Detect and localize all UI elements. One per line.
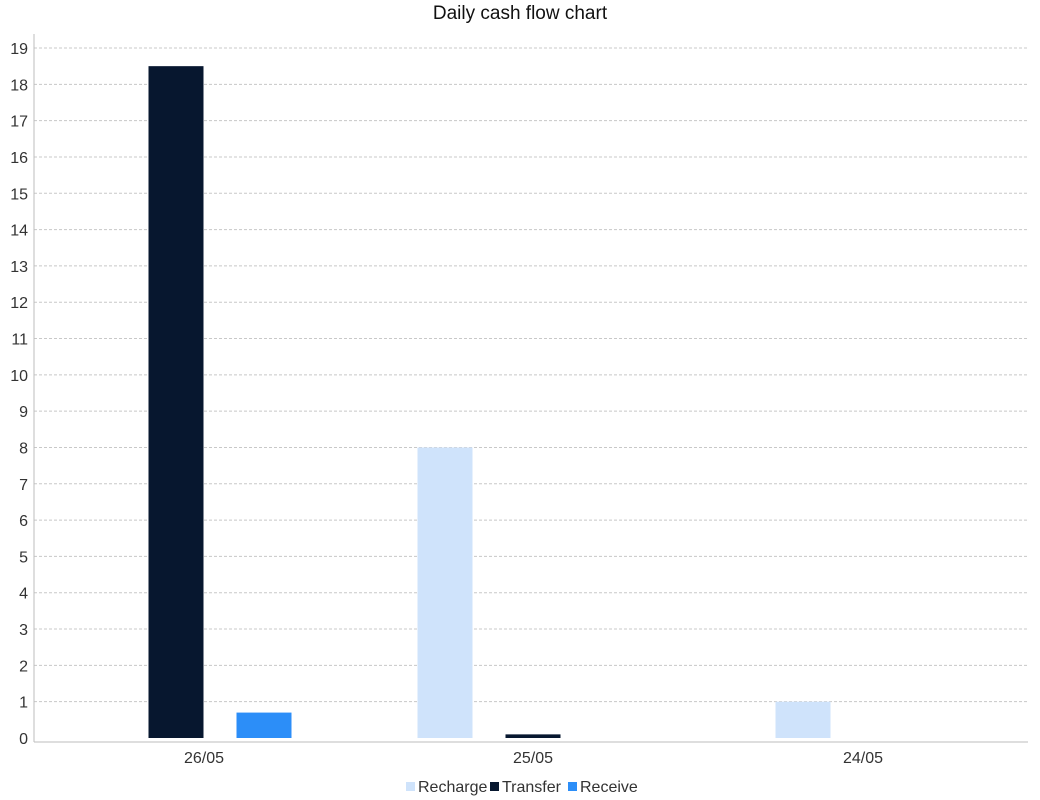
y-tick-label: 8 xyxy=(19,440,28,457)
legend-item-receive: Receive xyxy=(568,779,638,796)
y-tick-label: 12 xyxy=(10,295,28,312)
y-tick-label: 4 xyxy=(19,586,28,603)
y-tick-label: 7 xyxy=(19,477,28,494)
y-tick-label: 17 xyxy=(10,114,28,131)
x-tick-label: 26/05 xyxy=(184,750,224,767)
y-tick-label: 13 xyxy=(10,259,28,276)
y-tick-label: 2 xyxy=(19,658,28,675)
y-tick-label: 5 xyxy=(19,549,28,566)
legend-label: Transfer xyxy=(502,779,562,796)
axes xyxy=(33,34,1028,743)
y-tick-label: 14 xyxy=(10,223,28,240)
bar-transfer-1 xyxy=(505,734,561,738)
legend: Recharge Transfer Receive xyxy=(406,779,638,796)
y-tick-label: 9 xyxy=(19,404,28,421)
chart-title: Daily cash flow chart xyxy=(433,3,608,24)
x-tick-label: 25/05 xyxy=(513,750,553,767)
y-tick-label: 6 xyxy=(19,513,28,530)
y-tick-label: 3 xyxy=(19,622,28,639)
legend-item-transfer: Transfer xyxy=(490,779,562,796)
legend-label: Receive xyxy=(580,779,638,796)
y-tick-label: 11 xyxy=(11,332,28,349)
y-tick-label: 10 xyxy=(10,368,28,385)
legend-item-recharge: Recharge xyxy=(406,779,487,796)
bar-recharge-2 xyxy=(775,701,831,738)
legend-swatch xyxy=(568,782,577,791)
y-tick-label: 1 xyxy=(19,695,28,712)
x-axis-ticks: 26/05 25/05 24/05 xyxy=(184,750,883,767)
legend-swatch xyxy=(406,782,415,791)
bar-transfer-0 xyxy=(148,66,204,738)
legend-label: Recharge xyxy=(418,779,487,796)
y-tick-label: 16 xyxy=(10,150,28,167)
bars xyxy=(148,66,831,738)
legend-swatch xyxy=(490,782,499,791)
y-tick-label: 15 xyxy=(10,186,28,203)
y-tick-label: 18 xyxy=(10,77,28,94)
x-tick-label: 24/05 xyxy=(843,750,883,767)
bar-receive-0 xyxy=(236,712,292,738)
y-tick-label: 19 xyxy=(10,41,28,58)
y-tick-label: 0 xyxy=(19,731,28,748)
bar-recharge-1 xyxy=(417,447,473,738)
